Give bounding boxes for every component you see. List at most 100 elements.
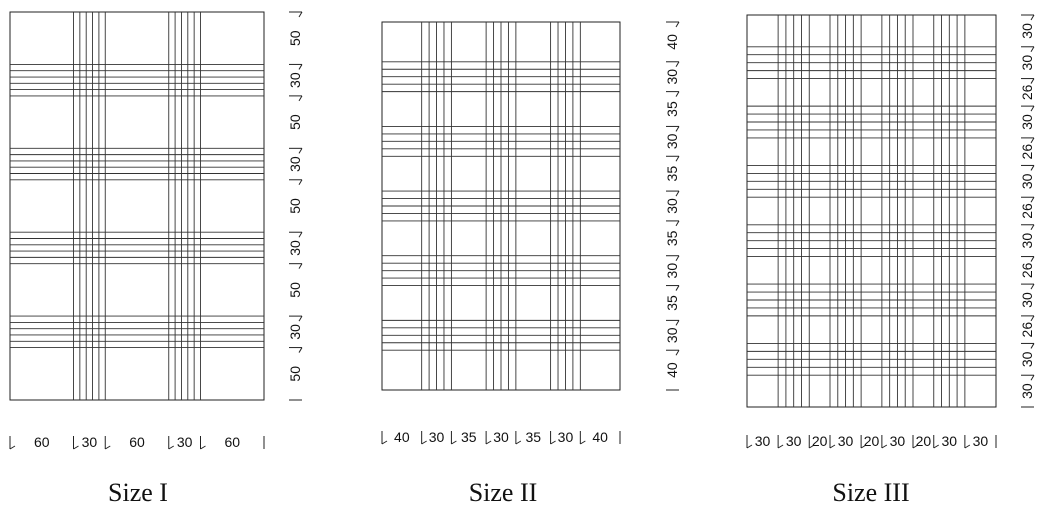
dimension-tick (1030, 105, 1035, 112)
dimension-tick (104, 445, 111, 450)
dimension-tick (912, 444, 919, 449)
dimension-tick (298, 11, 303, 18)
dimension-tick (580, 440, 586, 445)
dimension-tick (675, 220, 680, 227)
diagram-size-1: 60 30 60 30 60 50 30 50 30 50 30 50 30 50 (9, 11, 303, 450)
dimension-tick (675, 285, 680, 291)
dimension-tick (964, 444, 971, 449)
dimension-tick (675, 61, 680, 68)
dimension-tick (881, 444, 888, 449)
dimension-tick (933, 444, 940, 449)
caption-size-3: Size III (832, 478, 910, 507)
row-dimension-label: 30 (1019, 233, 1035, 249)
dimension-tick (675, 156, 680, 162)
row-dimension-label: 35 (664, 295, 680, 311)
row-dimension-label: 30 (287, 240, 303, 256)
dimension-tick (298, 64, 303, 70)
column-dimension-label: 20 (916, 433, 932, 449)
row-dimension-label: 30 (1019, 23, 1035, 39)
caption-size-2: Size II (468, 478, 538, 507)
column-dimension-label: 60 (34, 434, 50, 450)
row-dimension-label: 40 (664, 362, 680, 378)
column-dimension-label: 30 (786, 433, 802, 449)
dimension-tick (298, 231, 303, 238)
row-dimension-label: 30 (1019, 173, 1035, 189)
diagram-size-3: 30 30 20 30 20 30 20 30 30 30 30 26 30 26 30 26 30 26 30 26… (746, 14, 1035, 449)
dimension-tick (675, 190, 680, 197)
row-dimension-label: 30 (1019, 55, 1035, 71)
dimension-tick (1030, 46, 1035, 53)
row-dimension-label: 30 (1019, 292, 1035, 308)
dimension-tick (298, 347, 303, 353)
grid-outline (746, 14, 997, 408)
column-dimension-label: 30 (755, 433, 771, 449)
row-dimension-label: 30 (664, 69, 680, 85)
dimension-tick (746, 444, 753, 449)
column-dimension-label: 30 (177, 434, 193, 450)
dimension-tick (1030, 343, 1035, 349)
row-dimension-label: 50 (287, 30, 303, 46)
column-dimension-label: 30 (890, 433, 906, 449)
dimension-tick (485, 440, 492, 445)
column-dimension-label: 30 (429, 429, 445, 445)
dimension-tick (168, 445, 175, 450)
dimension-tick (298, 148, 303, 154)
row-dimension-label: 26 (1019, 322, 1035, 338)
diagram-size-2: 40 30 35 30 35 30 40 40 30 35 30 35 30 35 30 35 30 40 (381, 21, 680, 445)
row-dimension-label: 50 (287, 114, 303, 130)
dimension-tick (1030, 283, 1035, 290)
dimension-tick (675, 320, 680, 326)
column-dimension-label: 40 (394, 429, 410, 445)
dimension-tick (1030, 137, 1035, 144)
row-dimension-label: 30 (1019, 351, 1035, 367)
row-dimension-label: 30 (287, 156, 303, 172)
dimension-tick (675, 126, 680, 132)
dimension-tick (675, 91, 680, 97)
column-dimension-label: 60 (129, 434, 145, 450)
row-dimension-label: 30 (664, 133, 680, 149)
column-dimension-label: 30 (838, 433, 854, 449)
dimension-tick (550, 440, 556, 445)
row-dimension-label: 35 (664, 230, 680, 246)
dimension-tick (860, 444, 867, 449)
column-dimension-label: 40 (592, 429, 608, 445)
dimension-tick (1030, 78, 1035, 84)
row-dimension-label: 26 (1019, 144, 1035, 160)
column-dimension-label: 30 (942, 433, 958, 449)
row-dimension-label: 30 (1019, 383, 1035, 399)
column-dimension-label: 30 (558, 429, 574, 445)
column-dimension-label: 30 (493, 429, 509, 445)
grid-outline (9, 11, 265, 401)
row-dimension-label: 26 (1019, 84, 1035, 100)
column-dimension-label: 30 (82, 434, 98, 450)
column-dimension-label: 35 (525, 429, 541, 445)
row-dimension-label: 40 (664, 34, 680, 50)
dimension-tick (1030, 315, 1035, 322)
dimension-tick (777, 444, 784, 449)
dimension-tick (451, 440, 457, 445)
dimension-tick (298, 179, 303, 186)
row-dimension-label: 35 (664, 101, 680, 117)
row-dimension-label: 30 (664, 198, 680, 214)
dimension-tick (829, 444, 836, 449)
dimension-tick (675, 21, 680, 28)
row-dimension-label: 50 (287, 282, 303, 298)
dimension-tick (1030, 256, 1035, 262)
column-dimension-label: 60 (224, 434, 240, 450)
dimension-tick (9, 445, 16, 450)
row-dimension-label: 50 (287, 366, 303, 382)
row-dimension-label: 30 (287, 324, 303, 340)
dimension-tick (298, 263, 303, 269)
dimension-tick (421, 440, 427, 445)
column-dimension-label: 30 (973, 433, 989, 449)
column-dimension-label: 20 (812, 433, 828, 449)
row-dimension-label: 30 (1019, 114, 1035, 130)
dimension-tick (808, 444, 815, 449)
row-dimension-label: 30 (664, 263, 680, 279)
dimension-tick (1030, 374, 1035, 381)
dimension-tick (73, 445, 79, 450)
dimension-tick (381, 440, 388, 445)
dimension-tick (515, 440, 522, 445)
row-dimension-label: 35 (664, 166, 680, 182)
